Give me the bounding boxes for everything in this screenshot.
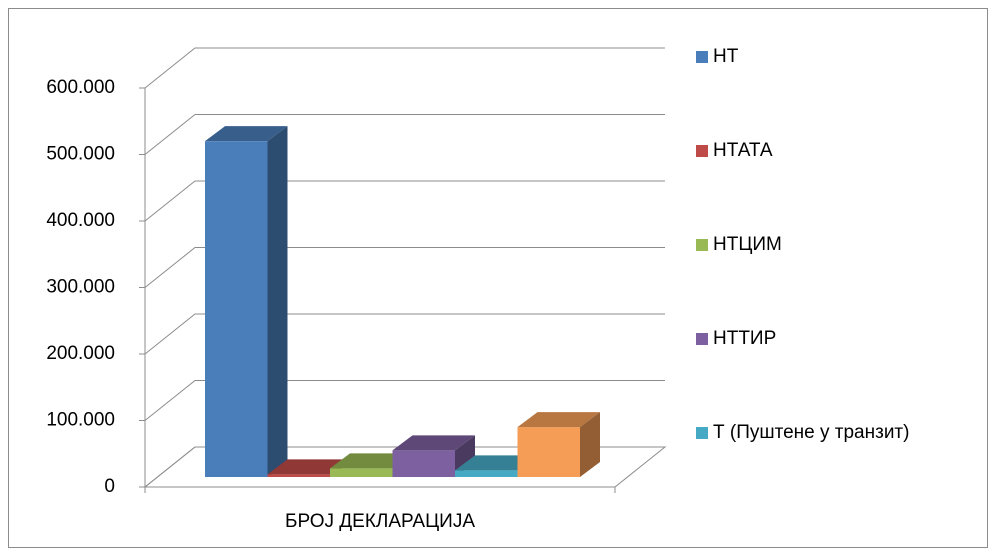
legend-label: НТТИР <box>713 328 776 349</box>
bar-top <box>392 435 475 451</box>
legend-swatch <box>696 51 708 63</box>
bar-front <box>330 468 393 477</box>
y-tick-label: 100.000 <box>46 410 115 431</box>
bar-front <box>267 474 330 477</box>
grid-line <box>144 114 665 155</box>
bar-front <box>517 427 580 477</box>
grid-line <box>144 313 665 355</box>
bar-side <box>267 126 288 478</box>
y-tick-label: 200.000 <box>46 343 115 364</box>
grid-line <box>144 47 665 89</box>
grid-line <box>144 180 665 222</box>
bar-top <box>330 453 413 469</box>
legend-swatch <box>696 333 708 345</box>
y-tick-label: 300.000 <box>46 277 115 298</box>
x-tick-label: БРОЈ ДЕКЛАРАЦИЈА <box>285 511 475 532</box>
bar-top <box>267 459 350 475</box>
y-tick-label: 600.000 <box>46 77 115 98</box>
legend-label: НТ <box>713 46 739 67</box>
y-tick-label: 0 <box>104 476 115 497</box>
legend-swatch <box>696 239 708 251</box>
grid-line <box>144 380 665 421</box>
bar-top <box>455 455 538 471</box>
y-tick-label: 500.000 <box>46 144 115 165</box>
legend-swatch <box>696 427 708 439</box>
grid-line <box>144 446 665 488</box>
legend-label: Т (Пуштене у транзит) <box>713 422 909 443</box>
bar-side <box>580 412 600 477</box>
bar-front <box>455 470 518 477</box>
grid-line <box>144 247 665 288</box>
legend-label: НТЦИМ <box>713 234 782 255</box>
bar-front <box>392 450 455 477</box>
legend-label: НТАТА <box>713 140 773 161</box>
legend-swatch <box>696 145 708 157</box>
y-tick-label: 400.000 <box>46 210 115 231</box>
bar-front <box>205 141 268 478</box>
bar-top <box>517 412 600 428</box>
bar-top <box>205 126 288 142</box>
